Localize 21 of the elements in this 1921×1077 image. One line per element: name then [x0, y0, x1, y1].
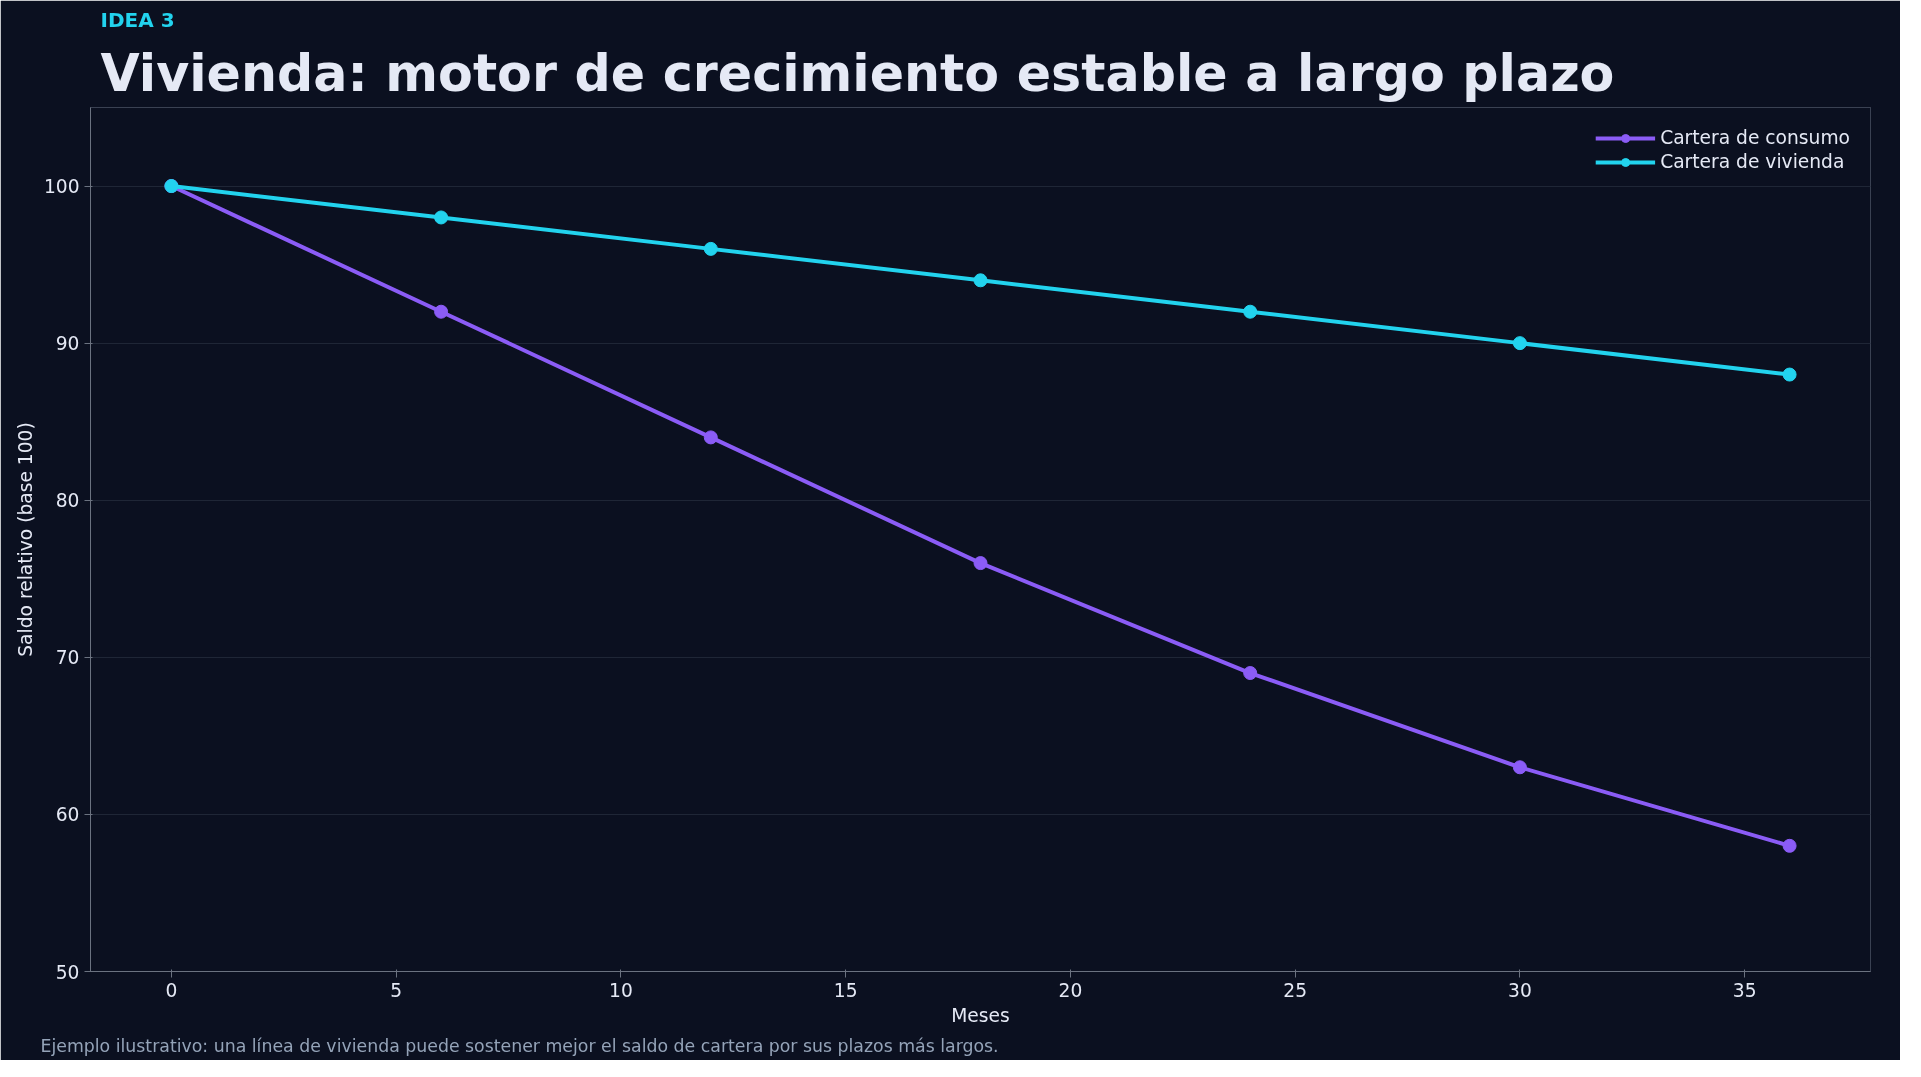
chart-subtitle: IDEA 3: [100, 7, 175, 32]
x-tick-label: 25: [1283, 979, 1308, 1001]
y-tick-label: 100: [43, 176, 80, 198]
x-tick-label: 10: [609, 979, 633, 1001]
y-tick-label: 70: [55, 647, 80, 669]
x-tick-label: 0: [165, 979, 178, 1001]
y-tick-label: 90: [55, 333, 80, 355]
legend-label: Cartera de vivienda: [1660, 151, 1845, 172]
x-tick-label: 5: [390, 979, 403, 1001]
y-tick-label: 80: [55, 490, 80, 512]
y-tick-label: 50: [55, 961, 80, 983]
chart-title: Vivienda: motor de crecimiento estable a largo plazo: [100, 43, 1615, 103]
y-axis-title: Saldo relativo (base 100): [14, 422, 36, 657]
x-tick-label: 20: [1058, 979, 1083, 1001]
legend-label: Cartera de consumo: [1660, 127, 1850, 148]
y-tick-label: 60: [55, 804, 80, 826]
x-axis-title: Meses: [951, 1004, 1010, 1026]
x-tick-label: 30: [1508, 979, 1532, 1001]
x-tick-label: 15: [833, 979, 858, 1001]
text: Ejemplo ilustrativo: una línea de vivienda puede sostener mejor el saldo de cartera por sus plazos más largos.: [40, 1035, 999, 1056]
x-tick-label: 35: [1732, 979, 1757, 1001]
